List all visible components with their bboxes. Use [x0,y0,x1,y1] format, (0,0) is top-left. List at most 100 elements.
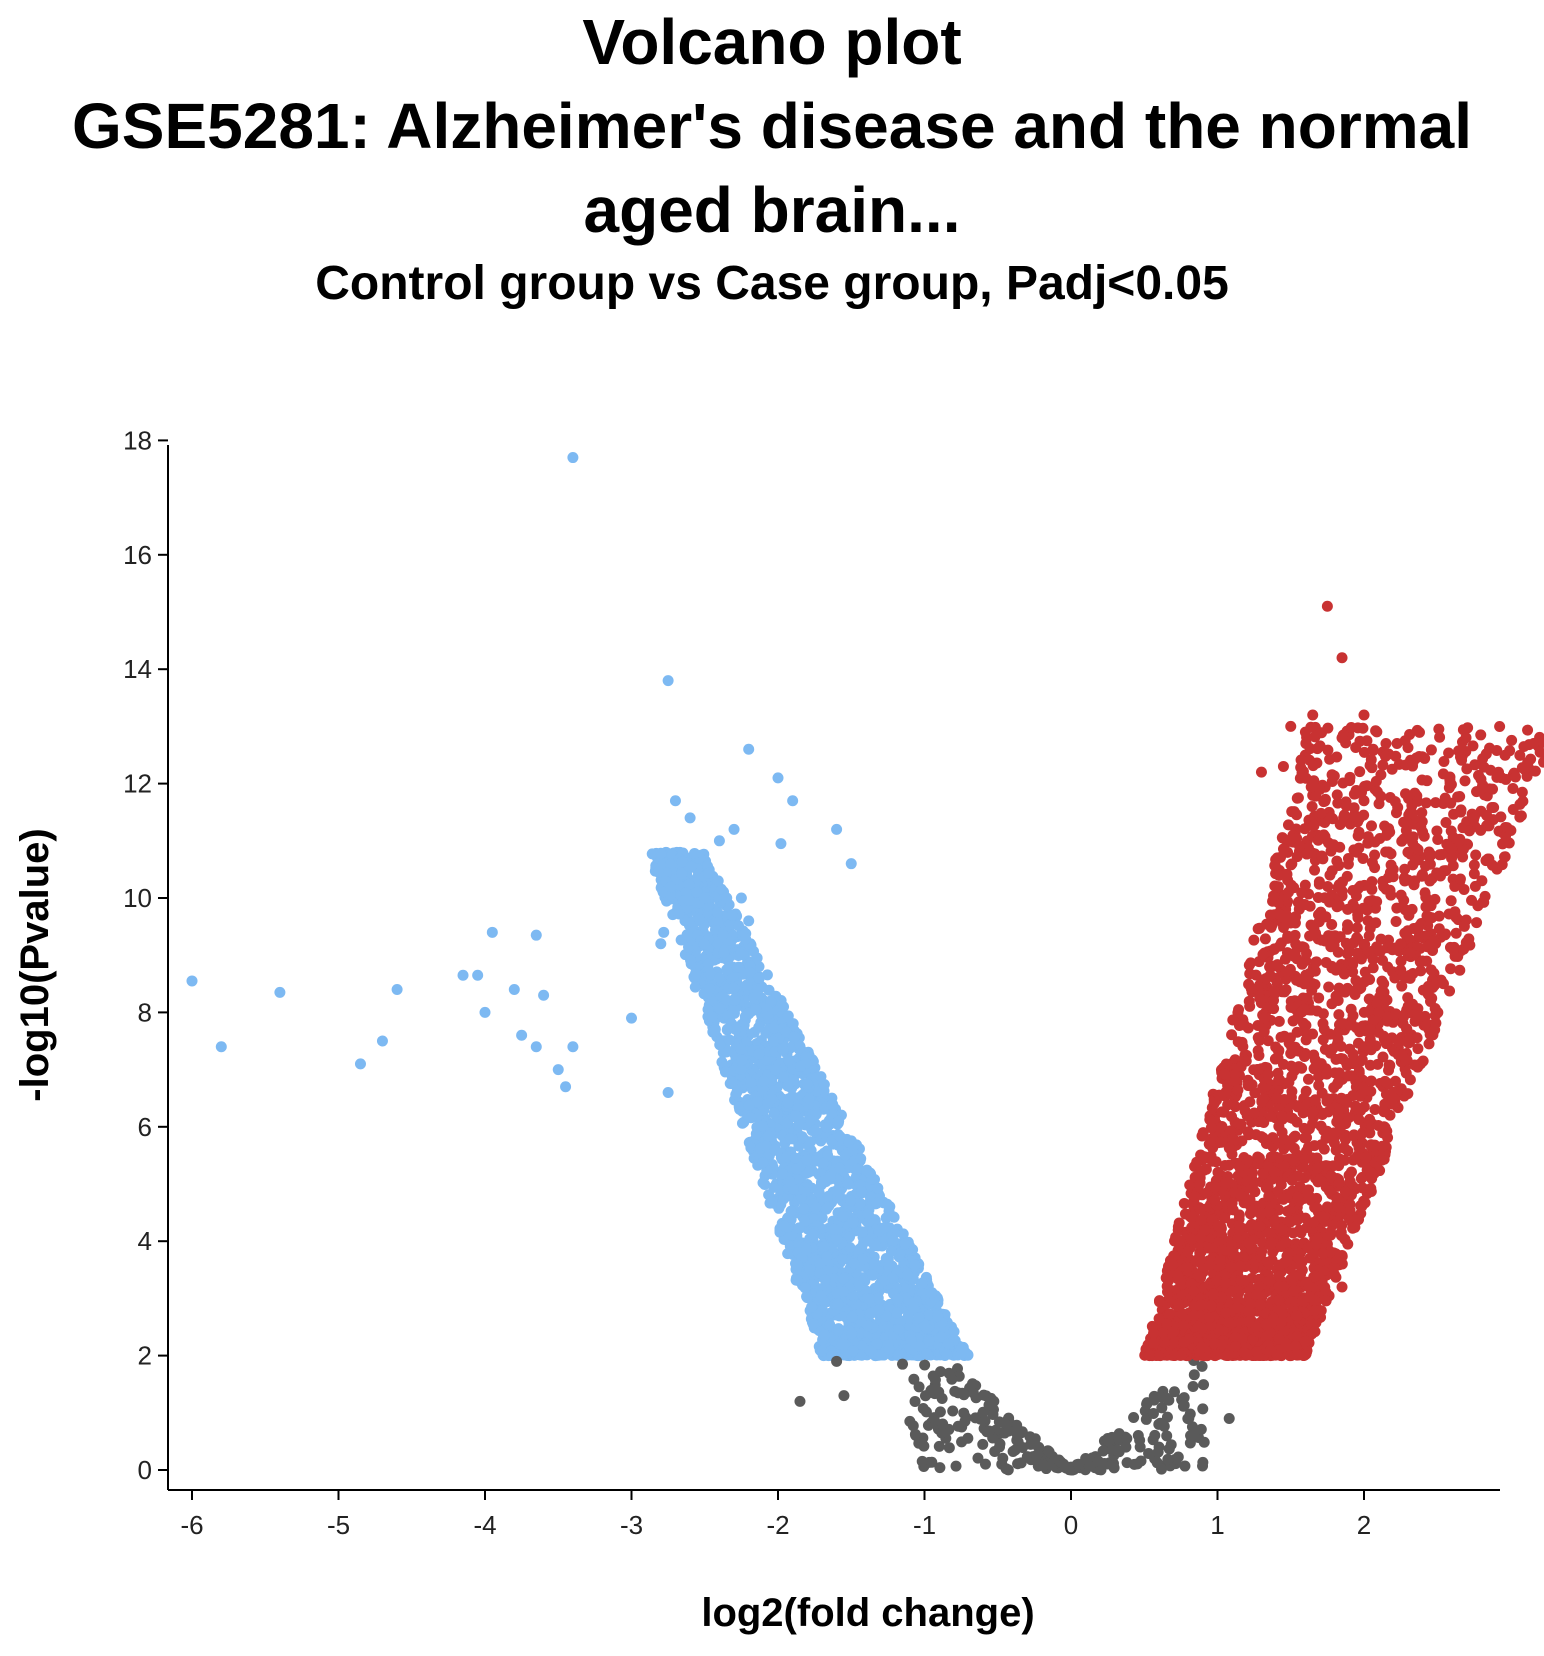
down-point [793,1222,805,1234]
ns-point [1000,1463,1012,1475]
ns-point [1143,1447,1155,1459]
up-point [1325,1226,1337,1238]
down-point [739,933,751,945]
up-point [1243,1080,1255,1092]
up-point [1309,864,1321,876]
up-point [1274,851,1286,863]
up-point [1407,831,1419,843]
down-point [923,1309,935,1321]
up-point [1475,773,1487,785]
ns-point [1128,1412,1140,1424]
ns-point [1188,1369,1200,1381]
up-point [1347,957,1359,969]
up-point [1229,1134,1241,1146]
up-point [1310,927,1322,939]
up-point [1506,734,1518,746]
down-point [676,856,688,868]
up-point [1326,919,1338,931]
up-point [1507,783,1519,795]
chart-title: Volcano plot [582,6,962,78]
down-point [761,969,773,981]
up-point [1518,741,1530,753]
up-point [1338,968,1350,980]
down-point [813,1186,825,1198]
up-point [1423,1038,1435,1050]
up-point [1178,1197,1190,1209]
down-point [735,948,747,960]
ns-point [1151,1457,1163,1469]
up-point [1306,801,1318,813]
up-point [1445,825,1457,837]
up-point [1340,800,1352,812]
down-point [722,1023,734,1035]
up-point [1219,1212,1231,1224]
up-point [1291,1026,1303,1038]
down-point [785,1205,797,1217]
down-point [845,1195,857,1207]
down-point [810,1202,822,1214]
ns-point [1197,1460,1209,1472]
down-point [753,1048,765,1060]
up-point [1257,949,1269,961]
up-point [1377,759,1389,771]
up-point [1279,953,1291,965]
up-point [1379,1075,1391,1087]
down-point [768,1181,780,1193]
down-point [714,1039,726,1051]
up-point [1515,810,1527,822]
up-point [1292,897,1304,909]
down-point [801,1292,813,1304]
up-point [1386,944,1398,956]
ns-point [913,1381,925,1393]
ns-point [920,1406,932,1418]
down-point [862,1320,874,1332]
up-point [1248,934,1260,946]
ns-point [937,1418,949,1430]
down-point [837,1211,849,1223]
up-point [1468,868,1480,880]
down-point [885,1245,897,1257]
up-point [1366,762,1378,774]
up-point [1200,1163,1212,1175]
ns-point [1178,1399,1190,1411]
ns-point [983,1399,995,1411]
up-point [1450,927,1462,939]
down-point [864,1345,876,1357]
down-point [703,867,715,879]
down-point [758,1075,770,1087]
up-point [1399,863,1411,875]
down-point [768,1022,780,1034]
up-point [1458,883,1470,895]
up-point [1212,1166,1224,1178]
down-point [729,994,741,1006]
down-point [673,908,685,920]
ns-point [1148,1394,1160,1406]
up-point [1244,1096,1256,1108]
up-point [1319,793,1331,805]
down-point [689,847,701,859]
ns-point [967,1387,979,1399]
up-point [1317,1034,1329,1046]
up-point [1322,880,1334,892]
up-point [1316,1108,1328,1120]
ns-point [950,1460,962,1472]
down-point [789,1152,801,1164]
ns-point [1158,1420,1170,1432]
down-point [689,981,701,993]
down-point [872,1182,884,1194]
down-point [893,1323,905,1335]
down-point [690,967,702,979]
down-point [762,1130,774,1142]
down-point [883,1343,895,1355]
up-point [1433,723,1445,735]
down-point [872,1292,884,1304]
ns-point [1160,1392,1172,1404]
down-point [832,1298,844,1310]
up-point [1479,890,1491,902]
up-point [1168,1338,1180,1350]
up-point [1491,744,1503,756]
up-point [1345,1166,1357,1178]
up-point [1277,832,1289,844]
up-point [1333,1067,1345,1079]
up-point [1467,740,1479,752]
